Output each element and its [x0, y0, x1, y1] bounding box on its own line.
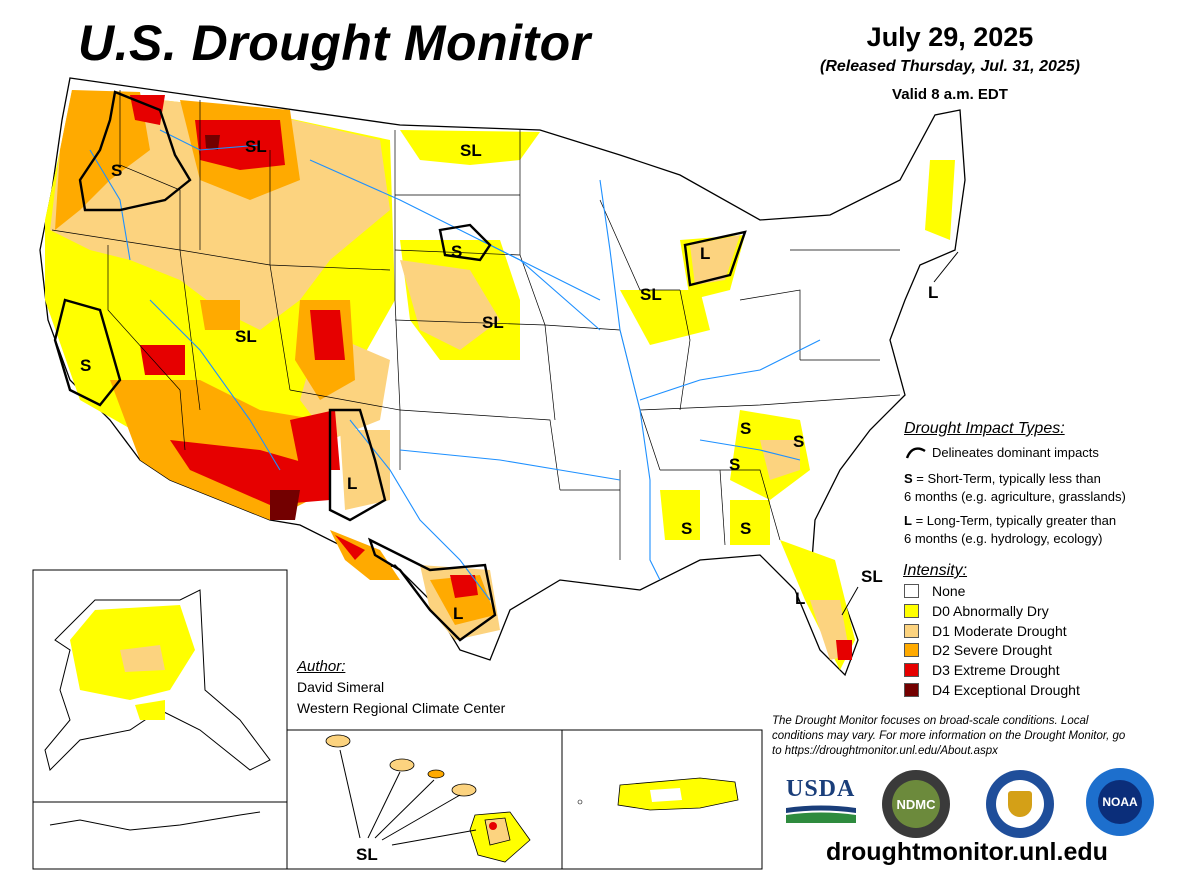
label-s-mississippi: S: [681, 519, 692, 538]
label-l-michigan: L: [700, 244, 710, 263]
hawaii-pointer-lines: [339, 749, 477, 846]
map-date: July 29, 2025: [866, 22, 1034, 52]
author-title: Author:: [297, 658, 346, 675]
legend-label-d4: D4 Exceptional Drought: [932, 682, 1080, 698]
d4-areas: [205, 135, 300, 520]
legend-item-none: None: [904, 582, 965, 600]
author-name: David Simeral: [297, 679, 385, 695]
hawaii-islands: [325, 734, 531, 863]
delineation-line-icon: [905, 447, 926, 459]
swatch-d0: [904, 604, 919, 618]
label-l-florida: L: [795, 589, 805, 608]
short-term-text-2: 6 months (e.g. agriculture, grasslands): [904, 489, 1126, 504]
state-borders: [51, 90, 901, 560]
long-term-key: L: [904, 513, 912, 528]
delineates-text: Delineates dominant impacts: [932, 445, 1099, 460]
label-s-carolina: S: [793, 432, 804, 451]
impact-labels: SL SL S S L SL SL SL S S S S L S S SL L …: [80, 137, 959, 623]
swatch-none: [904, 584, 919, 598]
label-sl-nebraska: SL: [482, 313, 504, 332]
label-l-northeast: L: [928, 283, 938, 302]
long-term-text-2: 6 months (e.g. hydrology, ecology): [904, 531, 1103, 546]
legend-label-d0: D0 Abnormally Dry: [932, 603, 1049, 619]
label-s-tennessee: S: [729, 455, 740, 474]
legend-label-d3: D3 Extreme Drought: [932, 662, 1060, 678]
impact-legend-title: Drought Impact Types:: [904, 420, 1065, 437]
legend-item-d4: D4 Exceptional Drought: [904, 681, 1080, 699]
label-s-georgia: S: [740, 519, 751, 538]
label-sl-florida: SL: [861, 567, 883, 586]
swatch-d4: [904, 683, 919, 697]
legend-label-d2: D2 Severe Drought: [932, 642, 1052, 658]
swatch-d3: [904, 663, 919, 677]
commerce-seal-icon: [986, 770, 1054, 838]
label-sl-illinois: SL: [640, 285, 662, 304]
label-sl-dakota: SL: [460, 141, 482, 160]
intensity-legend-title: Intensity:: [903, 562, 968, 579]
legend-item-d1: D1 Moderate Drought: [904, 622, 1067, 640]
label-l-texas: L: [453, 604, 463, 623]
label-sl-montana: SL: [245, 137, 267, 156]
map-title: U.S. Drought Monitor: [78, 15, 591, 71]
legend-label-d1: D1 Moderate Drought: [932, 623, 1067, 639]
swatch-d1: [904, 624, 919, 638]
rivers: [89, 129, 821, 601]
release-date: (Released Thursday, Jul. 31, 2025): [820, 58, 1080, 75]
short-term-text-1: = Short-Term, typically less than: [912, 471, 1101, 486]
disclaimer-note: The Drought Monitor focuses on broad-sca…: [772, 715, 1126, 757]
short-term-key: S: [904, 471, 913, 486]
usda-logo: USDA: [786, 776, 856, 826]
label-sl-hawaii: SL: [356, 845, 378, 864]
legend-item-d2: D2 Severe Drought: [904, 641, 1052, 659]
long-term-text-1: = Long-Term, typically greater than: [911, 513, 1117, 528]
label-l-texas-west: L: [347, 474, 357, 493]
legend-item-d3: D3 Extreme Drought: [904, 661, 1060, 679]
label-s-kentucky: S: [740, 419, 751, 438]
ndmc-logo: NDMC: [882, 770, 950, 838]
label-s-sd: S: [451, 242, 462, 261]
legend-label-none: None: [932, 583, 966, 599]
website-link[interactable]: droughtmonitor.unl.edu: [826, 838, 1108, 866]
short-term-description: S = Short-Term, typically less than 6 mo…: [904, 470, 1126, 506]
valid-time: Valid 8 a.m. EDT: [892, 86, 1008, 103]
label-s-california: S: [80, 356, 91, 375]
long-term-description: L = Long-Term, typically greater than 6 …: [904, 512, 1116, 548]
impact-lines: [53, 90, 747, 642]
swatch-d2: [904, 643, 919, 657]
author-org: Western Regional Climate Center: [297, 700, 506, 716]
legend-item-d0: D0 Abnormally Dry: [904, 602, 1049, 620]
noaa-logo: NOAA: [1086, 768, 1154, 836]
aleutian-inset-frame: [32, 801, 288, 870]
label-sl-utah: SL: [235, 327, 257, 346]
d3-areas: [130, 95, 852, 660]
label-s-oregon: S: [111, 161, 122, 180]
